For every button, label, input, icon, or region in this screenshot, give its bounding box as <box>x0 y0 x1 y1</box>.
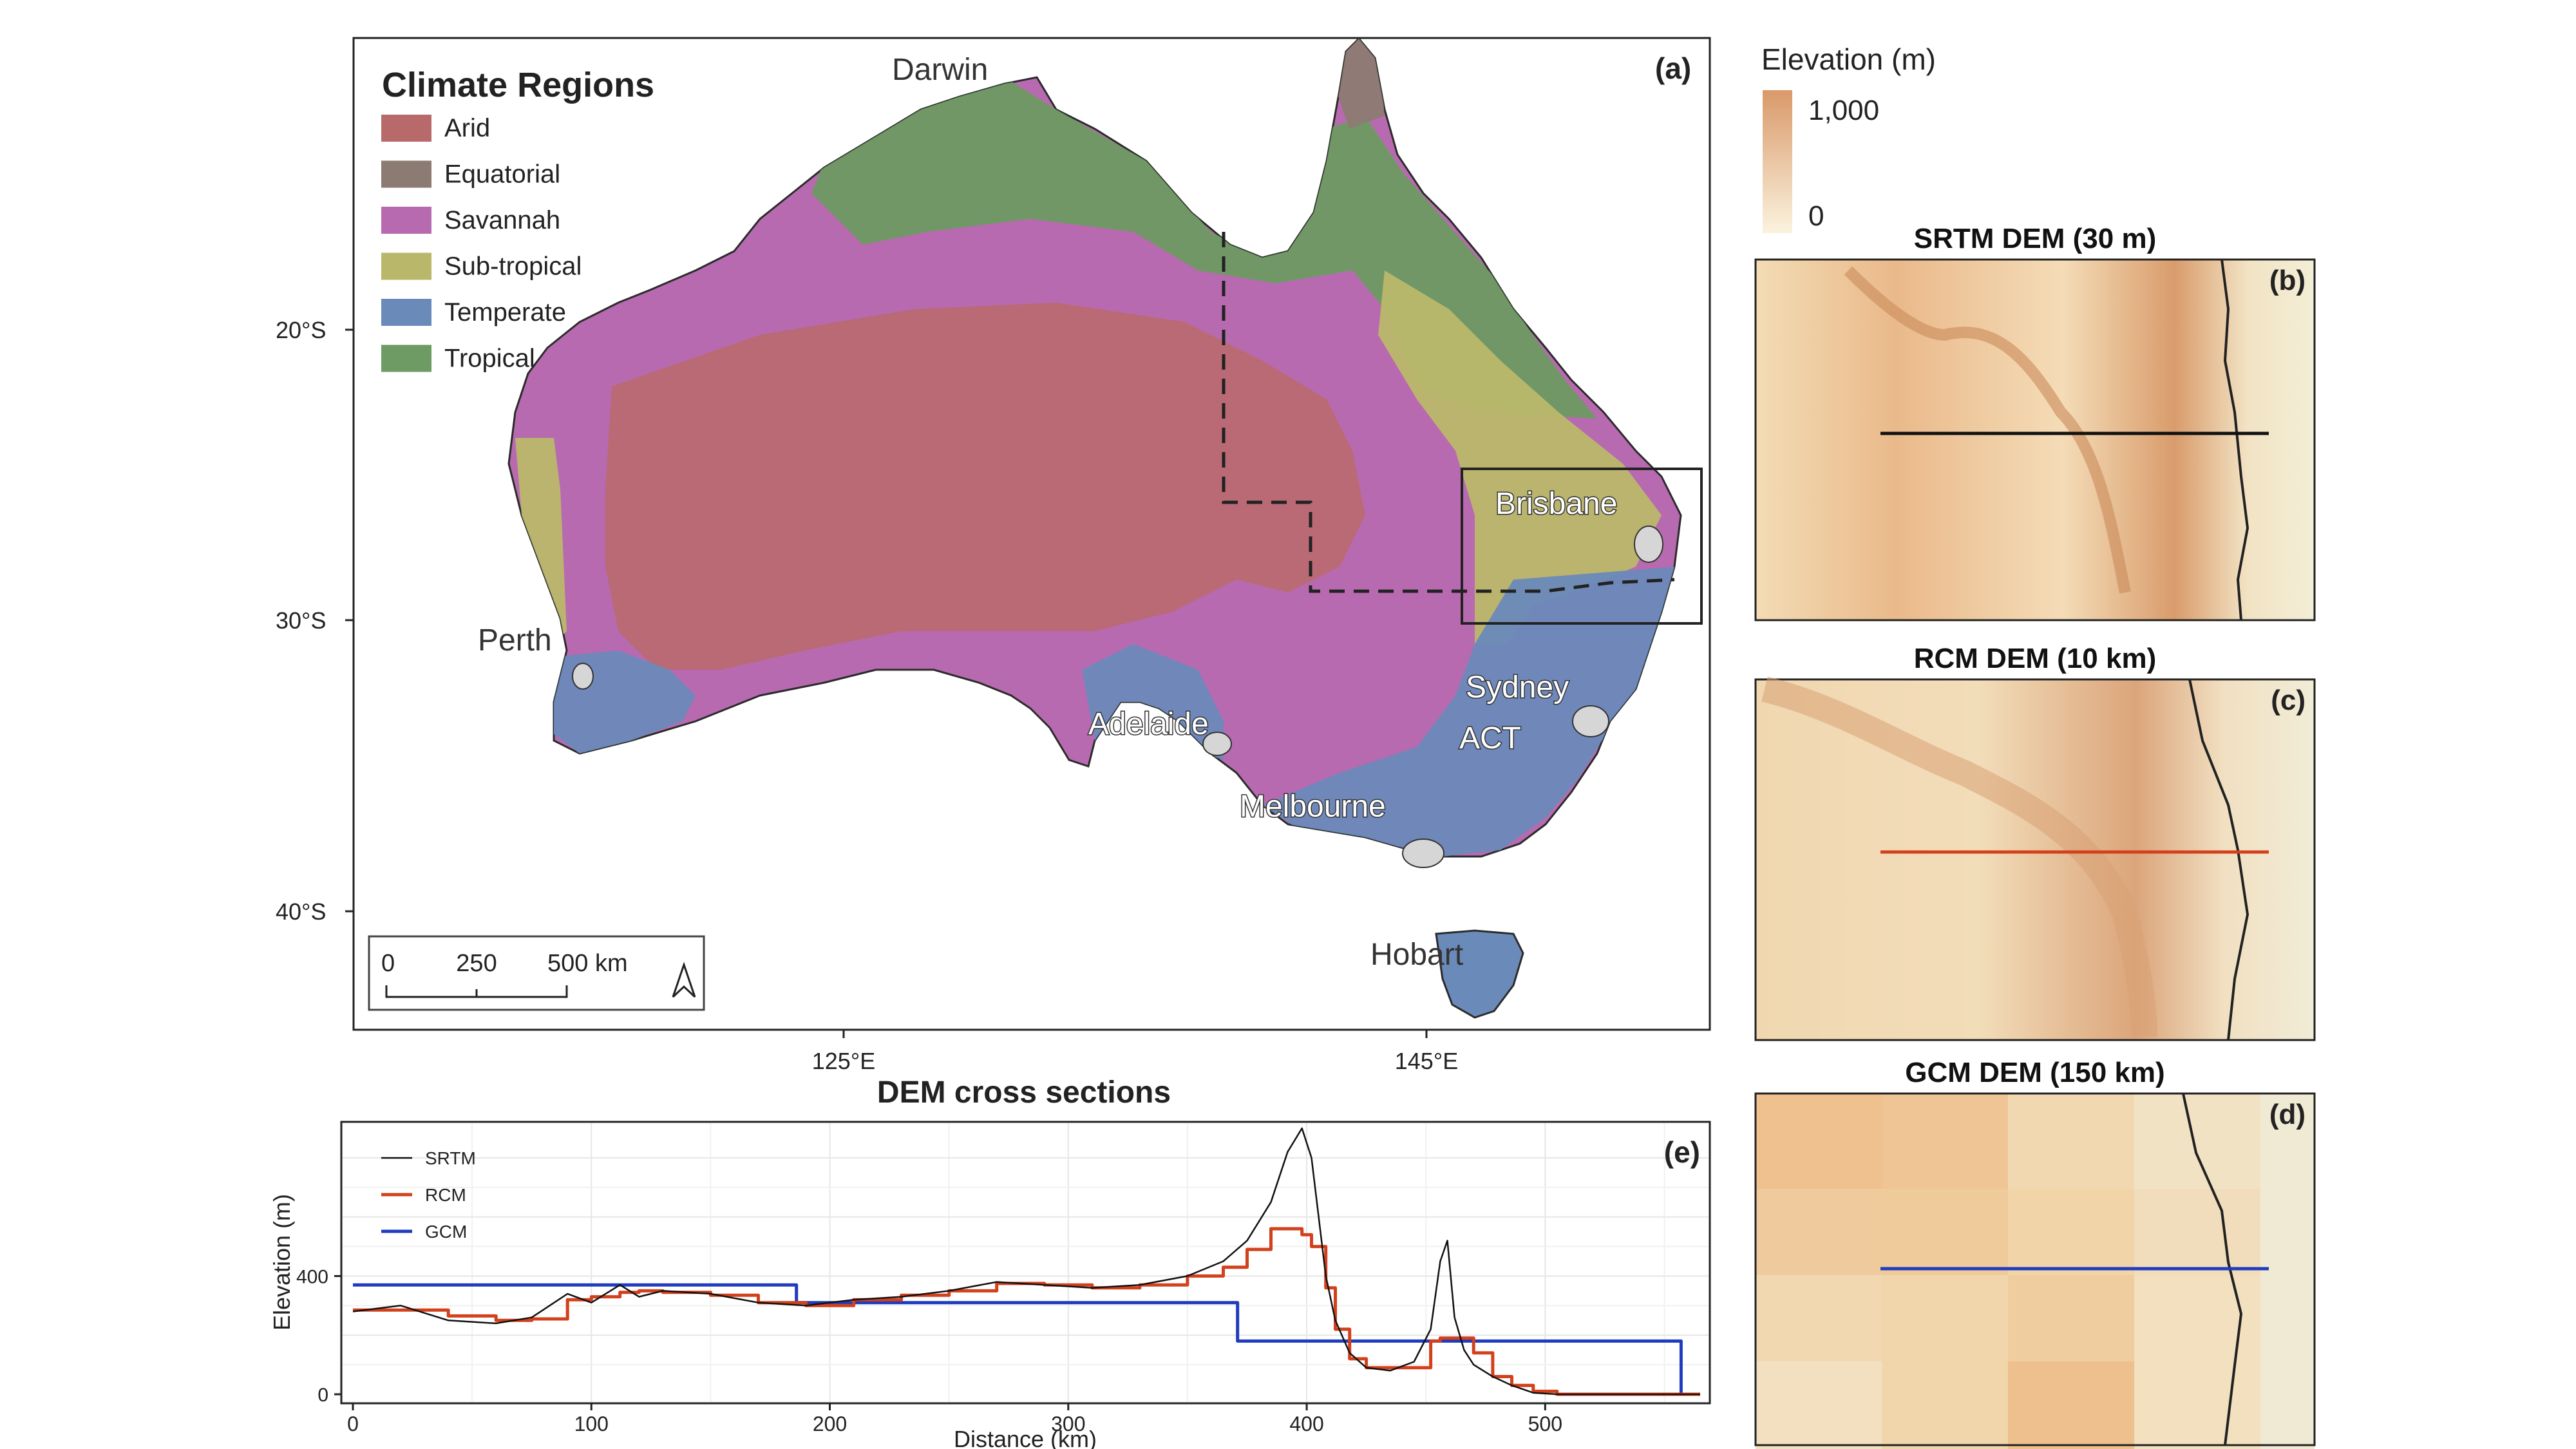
x-tick-label: 500 <box>1528 1412 1562 1435</box>
legend-entry: SRTM <box>425 1148 476 1168</box>
panel-title-d: GCM DEM (150 km) <box>1905 1057 2164 1088</box>
chart-legend: SRTM RCM GCM <box>381 1148 476 1242</box>
chart-x-label: Distance (km) <box>954 1426 1097 1449</box>
legend-label: Tropical <box>444 345 535 373</box>
urban-patch <box>1634 526 1663 563</box>
elevation-min-label: 0 <box>1808 200 1824 232</box>
elevation-color-ramp <box>1763 90 1792 233</box>
terrain-ridge <box>1761 676 2157 1037</box>
city-act: ACT <box>1459 721 1521 755</box>
legend-label: Equatorial <box>444 160 560 189</box>
urban-patch <box>572 663 594 690</box>
dem-panel-d: GCM DEM (150 km) (d) <box>1754 1057 2316 1449</box>
city-sydney: Sydney <box>1466 670 1569 705</box>
scale-label: 250 <box>456 950 497 977</box>
series-line-srtm <box>352 1127 1700 1396</box>
tasmania <box>1435 929 1524 1019</box>
legend-swatch-arid <box>381 115 431 142</box>
x-tick-label: 300 <box>1051 1412 1085 1435</box>
lon-tick: 125°E <box>812 1048 875 1074</box>
panel-label-e: (e) <box>1664 1135 1700 1169</box>
legend-label: Temperate <box>444 298 566 327</box>
dem-panel-c: RCM DEM (10 km) (c) <box>1754 643 2316 1041</box>
panel-label-c: (c) <box>2271 685 2306 716</box>
scale-bar: 0 250 500 km <box>368 935 705 1011</box>
urban-patch <box>1572 705 1609 737</box>
legend-entry: GCM <box>425 1222 467 1242</box>
terrain-ridge <box>1844 266 2131 594</box>
x-tick-label: 200 <box>813 1412 847 1435</box>
city-adelaide: Adelaide <box>1088 707 1209 741</box>
coastline <box>2188 679 2249 1041</box>
city-brisbane: Brisbane <box>1495 487 1617 521</box>
series-line-gcm <box>353 1283 1683 1394</box>
north-arrow-icon <box>672 961 696 998</box>
lon-tick: 145°E <box>1395 1048 1458 1074</box>
scale-label: 500 km <box>547 950 628 977</box>
panel-title-b: SRTM DEM (30 m) <box>1914 223 2156 254</box>
climate-region-shading <box>515 39 1674 857</box>
city-hobart: Hobart <box>1370 938 1463 972</box>
map-panel-a: Climate Regions Arid Equatorial Savannah Su… <box>276 37 1711 1074</box>
elevation-legend-title: Elevation (m) <box>1761 43 1936 76</box>
legend-label: Arid <box>444 114 490 142</box>
lat-tick: 20°S <box>276 317 326 343</box>
australia-mainland <box>507 37 1682 868</box>
coastline <box>2221 259 2249 621</box>
legend-swatch-equatorial <box>381 160 431 188</box>
panel-d-frame <box>1754 1092 2316 1446</box>
legend-title: Climate Regions <box>382 66 654 104</box>
city-perth: Perth <box>478 623 552 658</box>
elevation-max-label: 1,000 <box>1808 95 1879 126</box>
city-melbourne: Melbourne <box>1240 790 1386 824</box>
legend-swatch-savannah <box>381 207 431 234</box>
chart-plot-area <box>340 1121 1711 1405</box>
scale-label: 0 <box>381 950 395 977</box>
panel-label-a: (a) <box>1655 52 1691 85</box>
chart-gridlines <box>343 1123 1709 1402</box>
x-tick-label: 400 <box>1289 1412 1323 1435</box>
climate-legend: Climate Regions Arid Equatorial Savannah Su… <box>381 66 654 373</box>
elevation-legend: Elevation (m) 1,000 0 <box>1761 43 1936 233</box>
study-area-box <box>1461 468 1703 625</box>
cross-section-chart: DEM cross sections 0 100 200 300 400 5000400 … <box>269 1075 1711 1449</box>
gcm-dem-raster <box>1756 1094 2315 1449</box>
coastline <box>2182 1093 2243 1446</box>
y-tick-label: 400 <box>296 1266 328 1287</box>
longitude-axis: 125°E 145°E <box>812 1030 1458 1074</box>
chart-ticks: 0 100 200 300 400 500 0 400 <box>296 1266 1562 1435</box>
x-tick-label: 100 <box>574 1412 609 1435</box>
panel-title-c: RCM DEM (10 km) <box>1914 643 2157 674</box>
panel-label-b: (b) <box>2269 265 2306 296</box>
lat-tick: 40°S <box>276 898 326 925</box>
dem-panel-b: SRTM DEM (30 m) (b) <box>1754 223 2316 621</box>
chart-series <box>352 1127 1700 1396</box>
city-darwin: Darwin <box>892 53 988 87</box>
latitude-axis: 20°S 30°S 40°S <box>276 317 354 925</box>
legend-swatch-temperate <box>381 299 431 326</box>
chart-title: DEM cross sections <box>877 1075 1171 1110</box>
lat-tick: 30°S <box>276 607 326 634</box>
legend-label: Savannah <box>444 206 560 234</box>
urban-patch <box>1202 732 1232 756</box>
rcm-dem-raster <box>1754 678 2316 1041</box>
legend-swatch-tropical <box>381 345 431 372</box>
panel-label-d: (d) <box>2269 1099 2306 1130</box>
dashed-study-boundary <box>1222 232 1675 593</box>
y-tick-label: 0 <box>317 1385 328 1406</box>
urban-patch <box>1402 838 1444 868</box>
x-tick-label: 0 <box>347 1412 359 1435</box>
legend-label: Sub-tropical <box>444 252 582 281</box>
legend-entry: RCM <box>425 1185 466 1205</box>
srtm-dem-raster <box>1754 258 2316 621</box>
legend-swatch-sub-tropical <box>381 252 431 280</box>
chart-y-label: Elevation (m) <box>269 1194 295 1331</box>
